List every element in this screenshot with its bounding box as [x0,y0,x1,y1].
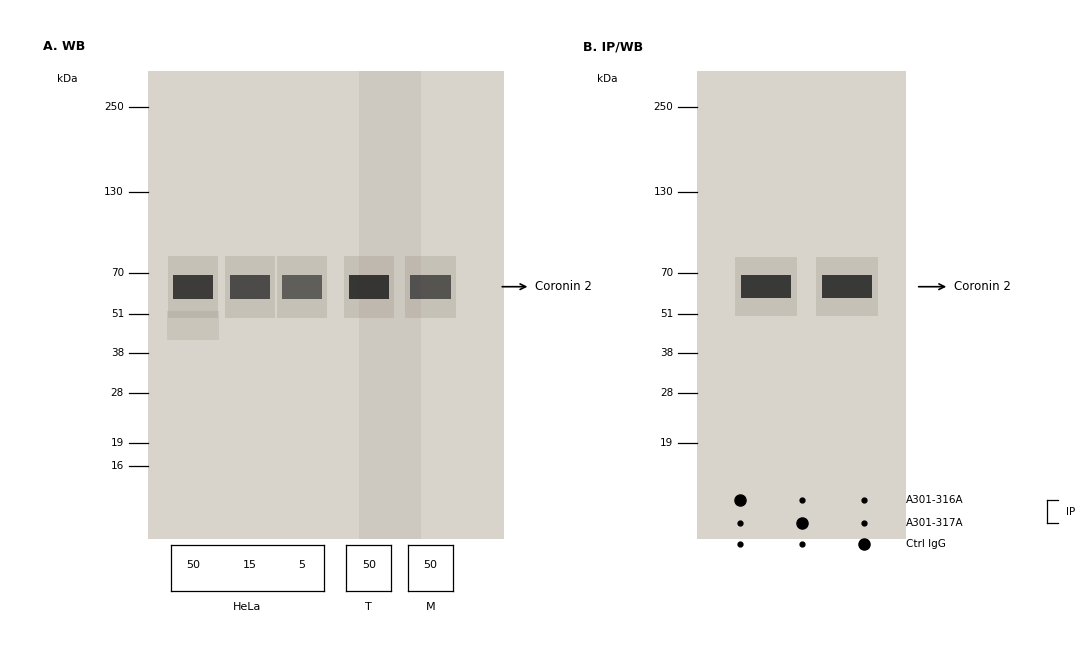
Bar [735,257,797,316]
Text: 50: 50 [362,560,376,570]
Text: 38: 38 [660,348,674,358]
Text: HeLa: HeLa [233,602,261,612]
Text: 250: 250 [105,102,124,112]
Text: 70: 70 [660,268,674,278]
Text: 28: 28 [660,388,674,398]
Text: 19: 19 [111,438,124,448]
Bar [230,275,270,299]
Bar [278,256,327,317]
Text: 50: 50 [423,560,437,570]
Bar [816,257,878,316]
Bar [173,275,213,299]
Bar [148,71,504,540]
Bar [405,256,456,317]
Text: B. IP/WB: B. IP/WB [583,40,644,53]
Bar [282,275,322,299]
Bar [166,311,219,340]
Text: 70: 70 [111,268,124,278]
Bar [822,275,872,298]
Text: 16: 16 [111,460,124,470]
Text: 15: 15 [243,560,257,570]
Text: T: T [365,602,373,612]
Bar [349,275,389,299]
Bar [167,256,218,317]
Text: 19: 19 [660,438,674,448]
Text: kDa: kDa [597,74,618,84]
Text: 130: 130 [653,187,674,197]
Text: Ctrl IgG: Ctrl IgG [906,539,946,549]
Text: IP: IP [1066,507,1075,517]
Text: 51: 51 [111,309,124,319]
Text: 50: 50 [186,560,200,570]
Text: A301-317A: A301-317A [906,518,964,528]
Text: A301-316A: A301-316A [906,496,964,506]
Text: M: M [426,602,435,612]
Bar [410,275,450,299]
Bar [343,256,394,317]
Text: 250: 250 [653,102,674,112]
Text: 28: 28 [111,388,124,398]
Bar [741,275,791,298]
Text: 130: 130 [105,187,124,197]
Text: 51: 51 [660,309,674,319]
Text: Coronin 2: Coronin 2 [535,280,592,293]
Bar [698,71,906,540]
Text: 5: 5 [299,560,306,570]
Text: A. WB: A. WB [43,40,85,53]
Text: 38: 38 [111,348,124,358]
Bar [360,71,421,540]
Bar [225,256,275,317]
Text: kDa: kDa [57,74,78,84]
Text: Coronin 2: Coronin 2 [954,280,1011,293]
